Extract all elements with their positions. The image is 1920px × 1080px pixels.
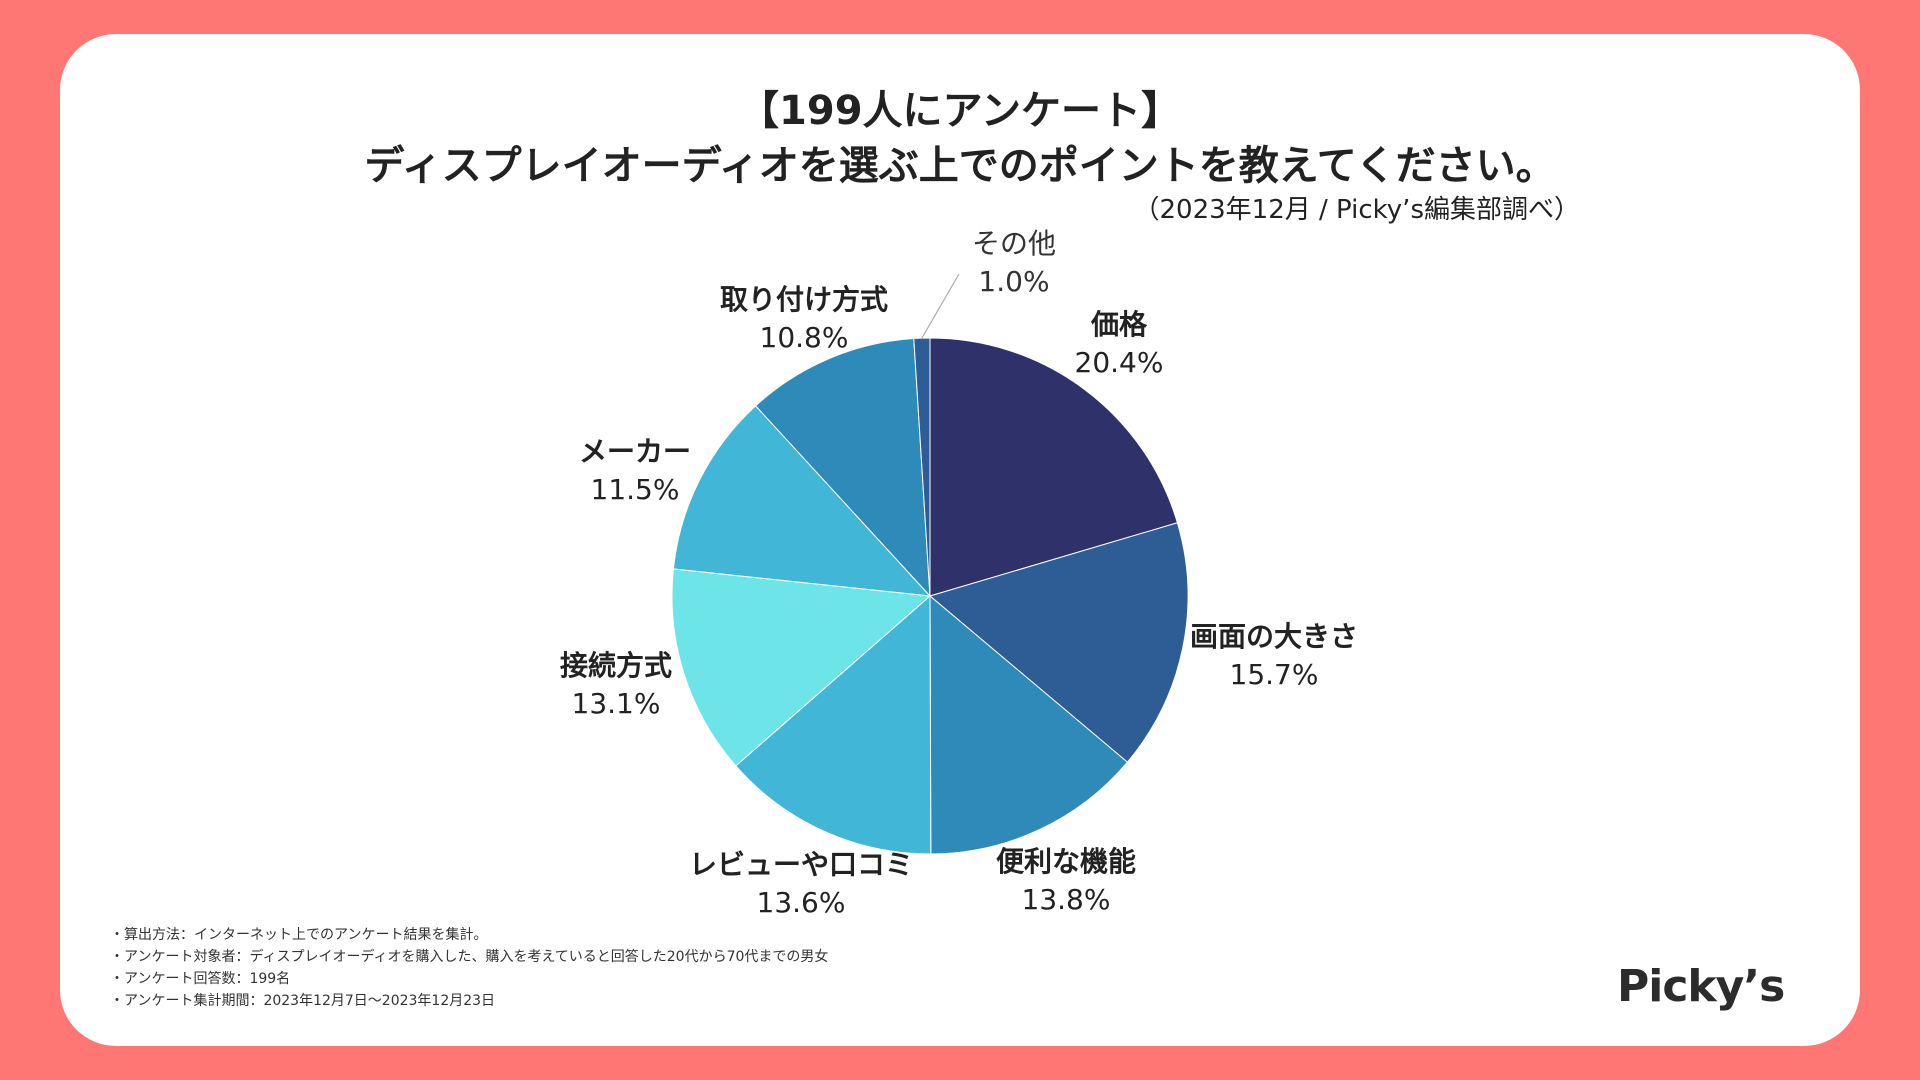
slice-label-name-5: メーカー — [579, 435, 691, 468]
slice-label-value-2: 13.8% — [1022, 883, 1111, 916]
slice-label-value-0: 20.4% — [1075, 346, 1164, 379]
chart-question: ディスプレイオーディオを選ぶ上でのポイントを教えてください。 — [364, 143, 1556, 189]
slice-label-name-0: 価格 — [1090, 308, 1148, 341]
slice-label-name-3: レビューや口コミ — [689, 848, 913, 881]
slice-label-value-1: 15.7% — [1230, 658, 1319, 691]
slice-label-name-7: その他 — [972, 227, 1056, 260]
slice-label-name-6: 取り付け方式 — [720, 283, 888, 316]
slice-label-name-1: 画面の大きさ — [1190, 620, 1358, 653]
source-note: （2023年12月 / Picky’s編集部調べ） — [1133, 195, 1581, 225]
pie-slice-1 — [928, 522, 1189, 763]
pie-slice-5 — [672, 405, 932, 597]
pie-chart: 価格 20.4% 画面の大きさ 15.7% 便利な機能 13.8% レビューや口コミ 13.6… — [560, 227, 1358, 919]
slice-label-value-3: 13.6% — [757, 886, 846, 919]
pie-slice-6 — [754, 337, 931, 598]
pie-slice-2 — [929, 594, 1129, 855]
pie-slice-3 — [735, 594, 932, 855]
leader-line-other — [921, 273, 960, 339]
slice-label-value-4: 13.1% — [572, 687, 661, 720]
chart-title: 【199人にアンケート】 — [739, 88, 1181, 134]
slice-label-value-6: 10.8% — [760, 321, 849, 354]
note-target: ・アンケート対象者：ディスプレイオーディオを購入した、購入を考えていると回答した… — [110, 949, 829, 965]
slice-label-name-4: 接続方式 — [560, 649, 672, 682]
pie-slice-0 — [929, 337, 1179, 597]
picky-logo: Picky’s — [1617, 961, 1785, 1012]
slice-label-value-5: 11.5% — [591, 473, 680, 506]
note-method: ・算出方法：インターネット上でのアンケート結果を集計。 — [110, 927, 488, 943]
note-count: ・アンケート回答数：199名 — [110, 971, 291, 987]
slice-label-value-7: 1.0% — [978, 265, 1049, 298]
pie-slice-4 — [671, 568, 932, 767]
note-period: ・アンケート集計期間：2023年12月7日〜2023年12月23日 — [110, 993, 496, 1009]
survey-notes: ・算出方法：インターネット上でのアンケート結果を集計。 ・アンケート対象者：ディ… — [110, 924, 828, 1012]
slice-label-name-2: 便利な機能 — [996, 845, 1136, 878]
chart-card: 【199人にアンケート】 ディスプレイオーディオを選ぶ上でのポイントを教えてくだ… — [60, 34, 1860, 1046]
